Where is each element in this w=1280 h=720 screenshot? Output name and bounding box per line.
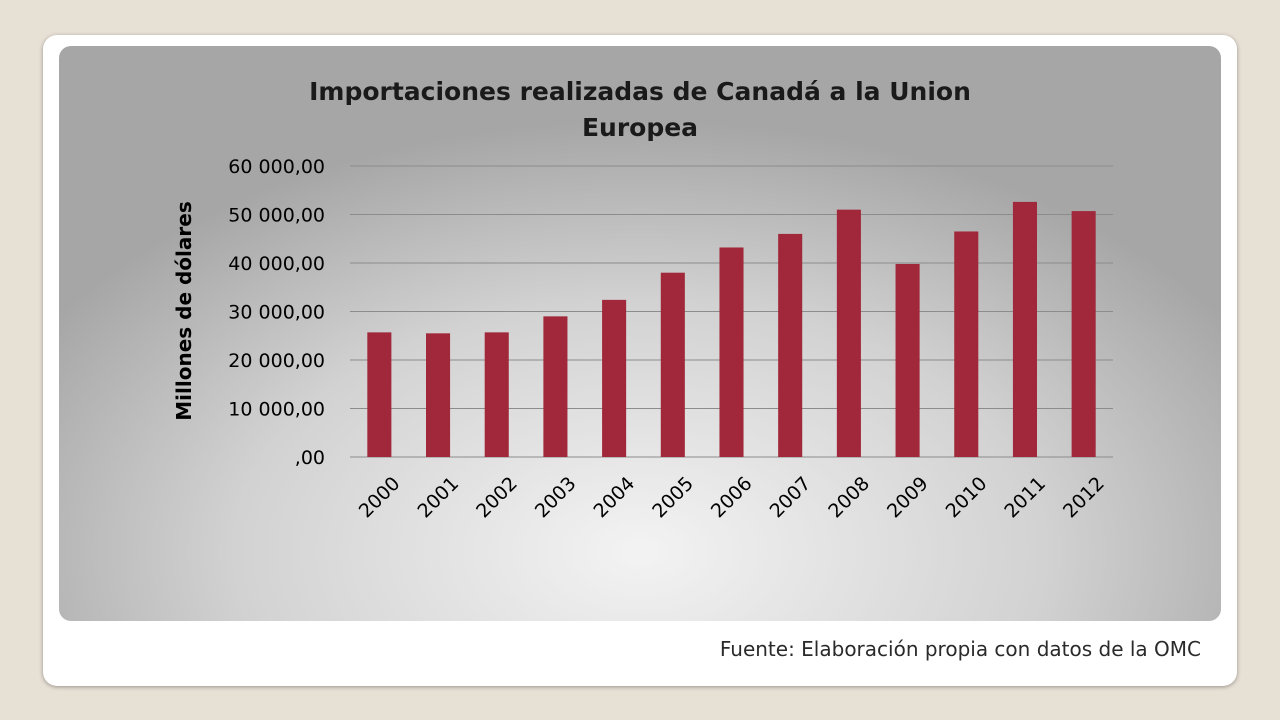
chart-panel: Importaciones realizadas de Canadá a la …	[59, 46, 1221, 621]
y-tick-label: 10 000,00	[228, 399, 325, 421]
bar-2010	[954, 231, 979, 457]
x-tick-label: 2009	[883, 473, 933, 523]
bar-2009	[895, 263, 920, 457]
bar-2005	[660, 272, 685, 457]
bar-2008	[836, 209, 861, 457]
y-tick-label: 50 000,00	[228, 205, 325, 227]
x-tick-label: 2002	[472, 473, 522, 523]
chart-title-line-2: Europea	[582, 113, 698, 142]
bar-2000	[367, 332, 392, 457]
x-tick-label: 2011	[1000, 473, 1050, 523]
x-tick-label: 2008	[824, 473, 874, 523]
x-tick-label: 2001	[413, 473, 463, 523]
x-tick-label: 2006	[707, 473, 757, 523]
bar-2002	[484, 332, 509, 457]
y-axis-label: Millones de dólares	[172, 201, 196, 420]
y-axis-ticks: ,00 10 000,00 20 000,00 30 000,00 40 000,00 5…	[228, 156, 325, 469]
x-tick-label: 2007	[766, 473, 816, 523]
x-tick-label: 2004	[590, 473, 640, 523]
chart-title-line-1: Importaciones realizadas de Canadá a la …	[309, 77, 971, 106]
y-tick-label: 30 000,00	[228, 302, 325, 324]
bar-chart: Importaciones realizadas de Canadá a la …	[172, 77, 1113, 523]
y-tick-label: 20 000,00	[228, 350, 325, 372]
bar-2006	[719, 247, 744, 457]
x-tick-label: 2005	[648, 473, 698, 523]
bar-2011	[1012, 201, 1037, 457]
bar-series	[367, 201, 1096, 457]
y-tick-label: 40 000,00	[228, 253, 325, 275]
bar-2003	[543, 316, 568, 457]
bar-2004	[602, 299, 627, 457]
bar-2001	[426, 333, 451, 457]
chart-title: Importaciones realizadas de Canadá a la …	[309, 77, 971, 142]
x-tick-label: 2010	[942, 473, 992, 523]
bar-2007	[778, 233, 803, 457]
bar-2012	[1071, 211, 1096, 457]
source-note: Fuente: Elaboración propia con datos de …	[719, 637, 1201, 661]
y-tick-label: ,00	[295, 447, 325, 469]
x-tick-label: 2012	[1059, 473, 1109, 523]
x-tick-label: 2003	[531, 473, 581, 523]
x-tick-label: 2000	[355, 473, 405, 523]
y-tick-label: 60 000,00	[228, 156, 325, 178]
x-axis-ticks: 2000 2001 2002 2003 2004 2005 2006 2007 2008 2009…	[355, 473, 1109, 523]
